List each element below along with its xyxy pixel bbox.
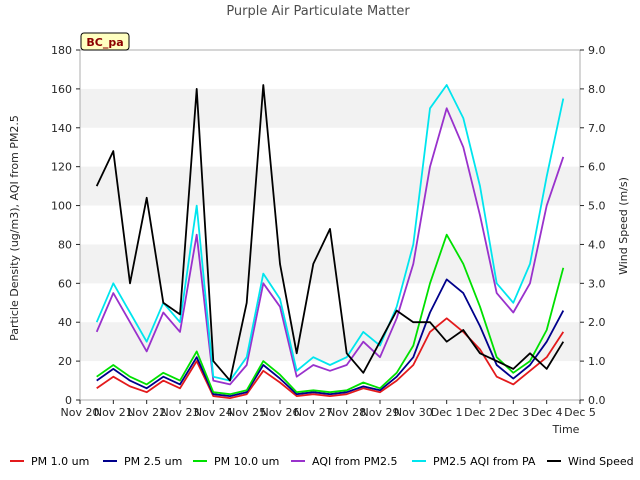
y2-tick-label: 9.0 — [588, 44, 606, 57]
x-tick-label: Nov 27 — [294, 406, 333, 419]
plot-area — [79, 49, 581, 401]
y-tick-label: 140 — [51, 122, 72, 135]
y2-axis-title: Wind Speed (m/s) — [617, 177, 630, 275]
y2-tick-label: 3.0 — [588, 277, 606, 290]
x-tick-label: Nov 29 — [361, 406, 400, 419]
shaded-band — [80, 322, 580, 362]
site-label-box: BC_pa — [80, 32, 130, 51]
x-tick-label: Nov 25 — [227, 406, 266, 419]
y-tick-label: 80 — [58, 238, 72, 251]
y-tick-label: 100 — [51, 200, 72, 213]
x-tick-label: Dec 4 — [531, 406, 563, 419]
shaded-band — [80, 88, 580, 128]
y2-tick-label: 8.0 — [588, 83, 606, 96]
x-tick-label: Dec 1 — [431, 406, 463, 419]
legend: PM 1.0 um PM 2.5 um PM 10.0 um AQI from PM2… — [10, 455, 634, 468]
legend-label: PM 1.0 um — [31, 455, 89, 468]
y-tick-label: 0 — [65, 394, 72, 407]
y2-tick-label: 6.0 — [588, 161, 606, 174]
y-tick-label: 20 — [58, 355, 72, 368]
y-tick-label: 40 — [58, 316, 72, 329]
x-tick-label: Nov 26 — [261, 406, 300, 419]
y2-tick-label: 5.0 — [588, 200, 606, 213]
x-tick-label: Nov 22 — [127, 406, 166, 419]
plot-frame — [79, 49, 581, 401]
y-axis-right: 0.0 1.0 2.0 3.0 4.0 5.0 6.0 7.0 8.0 9.0 — [580, 44, 606, 407]
shaded-band — [80, 166, 580, 206]
series-line — [96, 317, 565, 400]
y2-tick-label: 1.0 — [588, 355, 606, 368]
shaded-band — [80, 244, 580, 284]
y2-tick-label: 4.0 — [588, 238, 606, 251]
legend-label: AQI from PM2.5 — [312, 455, 397, 468]
series-line — [96, 278, 565, 398]
y-tick-label: 60 — [58, 277, 72, 290]
x-tick-label: Nov 28 — [327, 406, 366, 419]
x-tick-label: Dec 5 — [564, 406, 596, 419]
y-tick-label: 120 — [51, 161, 72, 174]
series-line — [95, 107, 565, 386]
legend-label: PM 10.0 um — [214, 455, 279, 468]
x-tick-label: Dec 2 — [464, 406, 496, 419]
legend-label: PM2.5 AQI from PA — [433, 455, 536, 468]
x-axis-title: Time — [552, 423, 580, 436]
legend-label: Wind Speed — [568, 455, 634, 468]
y2-tick-label: 7.0 — [588, 122, 606, 135]
x-tick-label: Nov 21 — [94, 406, 133, 419]
y-axis-left: 0 20 40 60 80 100 120 140 160 180 — [51, 44, 80, 407]
x-tick-label: Nov 20 — [61, 406, 100, 419]
y-tick-label: 160 — [51, 83, 72, 96]
series-line — [96, 233, 565, 396]
site-label: BC_pa — [86, 36, 123, 49]
x-tick-label: Dec 3 — [497, 406, 529, 419]
chart-title: Purple Air Particulate Matter — [226, 4, 410, 19]
x-tick-label: Nov 30 — [394, 406, 433, 419]
y2-tick-label: 0.0 — [588, 394, 606, 407]
x-tick-label: Nov 24 — [194, 406, 233, 419]
y-tick-label: 180 — [51, 44, 72, 57]
y2-tick-label: 2.0 — [588, 316, 606, 329]
legend-label: PM 2.5 um — [124, 455, 182, 468]
y-axis-title: Particle Density (ug/m3), AQI from PM2.5 — [8, 115, 21, 341]
series-line — [95, 84, 565, 382]
series-line — [95, 84, 565, 382]
x-tick-label: Nov 23 — [161, 406, 200, 419]
